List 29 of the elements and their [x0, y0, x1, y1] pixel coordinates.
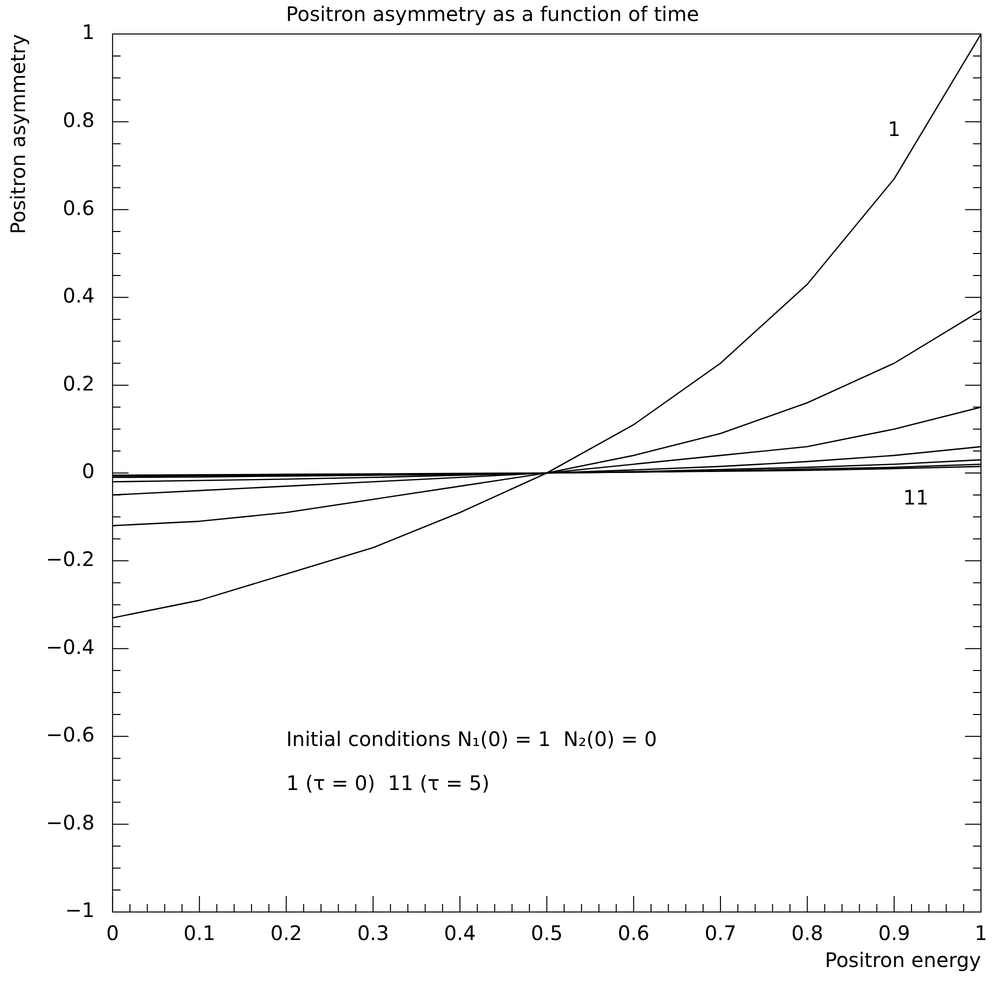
x-tick-label: 0.8 — [791, 921, 824, 946]
x-axis-title: Positron energy — [824, 948, 982, 972]
annotation: 1 (τ = 0) 11 (τ = 5) — [286, 770, 490, 795]
y-tick-label: −0.4 — [46, 634, 95, 659]
y-tick-label: −0.2 — [46, 547, 95, 572]
x-tick-label: 0.1 — [184, 921, 216, 946]
x-tick-label: 0.4 — [444, 921, 476, 946]
y-tick-label: 0.2 — [62, 371, 95, 396]
x-tick-label: 1 — [974, 921, 988, 946]
annotation: 11 — [903, 486, 929, 510]
y-tick-label: 1 — [82, 20, 95, 44]
x-tick-label: 0.6 — [618, 921, 650, 946]
y-tick-label: 0.6 — [62, 196, 95, 220]
y-tick-label: 0 — [82, 459, 95, 484]
x-tick-label: 0.5 — [530, 921, 563, 946]
y-tick-label: 0.8 — [62, 108, 95, 132]
x-tick-label: 0.9 — [878, 921, 910, 946]
x-tick-label: 0 — [106, 921, 119, 946]
annotation: 1 — [888, 116, 901, 141]
x-tick-label: 0.7 — [704, 921, 736, 946]
x-tick-label: 0.2 — [270, 921, 302, 946]
y-tick-label: −1 — [65, 898, 95, 922]
chart-title: Positron asymmetry as a function of time — [286, 2, 700, 26]
annotation: Initial conditions N₁(0) = 1 N₂(0) = 0 — [286, 726, 657, 751]
y-tick-label: 0.4 — [62, 284, 95, 308]
x-tick-label: 0.3 — [357, 921, 389, 946]
y-axis-title: Positron asymmetry — [6, 34, 30, 234]
y-tick-label: −0.8 — [46, 810, 95, 834]
y-tick-label: −0.6 — [46, 722, 95, 747]
